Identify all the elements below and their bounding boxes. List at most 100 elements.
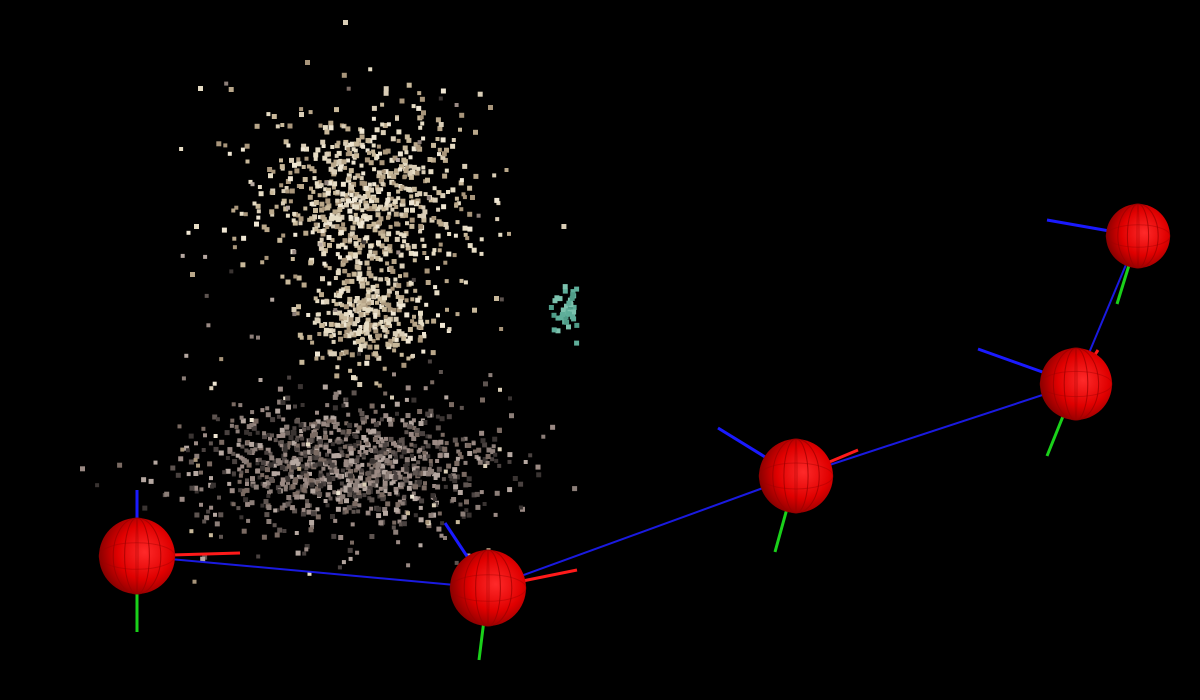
cloud-point (417, 337, 423, 343)
cloud-point (290, 429, 296, 435)
cloud-point (375, 489, 380, 494)
cloud-point (431, 318, 437, 324)
camera-sphere[interactable] (1040, 348, 1112, 420)
cloud-point (177, 424, 182, 429)
camera-sphere[interactable] (1106, 204, 1170, 268)
cloud-point (354, 478, 360, 484)
cloud-point (405, 385, 411, 391)
cloud-point (376, 431, 381, 436)
camera-sphere[interactable] (759, 439, 833, 513)
cloud-point (560, 312, 566, 317)
camera-pose-marker[interactable] (443, 522, 578, 661)
cloud-point (413, 251, 419, 257)
camera-pose-marker[interactable] (977, 347, 1113, 457)
cloud-point (360, 337, 365, 343)
cloud-point (364, 216, 370, 222)
cloud-point (403, 464, 408, 470)
cloud-point (385, 261, 390, 266)
cloud-point (142, 505, 148, 511)
cloud-point (337, 202, 343, 208)
camera-sphere[interactable] (99, 518, 175, 594)
cloud-point (366, 194, 371, 199)
cloud-point (498, 387, 502, 392)
cloud-point (408, 420, 414, 426)
cloud-point (323, 430, 328, 435)
cloud-point (325, 190, 331, 196)
cloud-point (370, 480, 376, 486)
cloud-point (386, 122, 391, 127)
cloud-point (352, 175, 357, 180)
cloud-point (334, 373, 340, 379)
cloud-point (322, 192, 328, 198)
cloud-point (332, 181, 338, 187)
cloud-point (303, 470, 308, 475)
cloud-point (477, 459, 483, 465)
camera-pose-marker[interactable] (1046, 203, 1171, 305)
cloud-point (301, 165, 306, 169)
cloud-point (213, 512, 217, 517)
cloud-point (216, 141, 222, 147)
cloud-point (404, 289, 409, 294)
cloud-point (404, 397, 409, 402)
cloud-point (264, 227, 270, 233)
cloud-point (392, 199, 398, 205)
cloud-point (572, 486, 578, 492)
cloud-point (343, 459, 348, 464)
cloud-point (414, 192, 419, 197)
cloud-point (279, 505, 285, 511)
cloud-point (395, 502, 401, 508)
cloud-point (245, 159, 250, 164)
cloud-point (473, 173, 479, 179)
cloud-point (507, 231, 511, 236)
cloud-point (342, 444, 347, 449)
cloud-point (364, 360, 370, 366)
cloud-point (279, 427, 285, 433)
camera-sphere[interactable] (450, 550, 526, 626)
cloud-point (388, 203, 392, 208)
cloud-point (417, 91, 422, 96)
cloud-point (435, 472, 440, 478)
cloud-point (328, 216, 334, 222)
cloud-point (310, 455, 316, 461)
cloud-point (292, 220, 298, 226)
cloud-point (461, 192, 466, 197)
cloud-point (231, 208, 236, 213)
cloud-point (331, 328, 336, 333)
cloud-point (375, 256, 381, 261)
cloud-point (374, 476, 379, 481)
cloud-point (360, 220, 365, 225)
cloud-point (313, 208, 318, 213)
cloud-point (231, 451, 236, 456)
cloud-point (316, 312, 321, 317)
cloud-point (431, 512, 437, 518)
cloud-point (459, 112, 465, 118)
cloud-point (438, 221, 444, 227)
cloud-point (277, 527, 283, 533)
cloud-point (265, 406, 270, 411)
cloud-point (330, 476, 336, 481)
cloud-point (374, 434, 379, 438)
cloud-point (365, 330, 370, 335)
cloud-point (435, 233, 441, 239)
cloud-point (260, 260, 265, 265)
camera-pose-marker[interactable] (717, 426, 859, 553)
cloud-point (315, 419, 321, 425)
cloud-point (300, 511, 306, 517)
cloud-point (365, 311, 370, 316)
cloud-point (295, 443, 300, 448)
cloud-point (193, 485, 199, 491)
camera-pose-marker[interactable] (98, 490, 241, 632)
cloud-point (474, 491, 480, 497)
cloud-point (466, 476, 472, 482)
cloud-point (574, 322, 580, 328)
cloud-point (340, 468, 345, 473)
cloud-point (382, 149, 388, 155)
cloud-point (403, 333, 408, 338)
cloud-point (355, 339, 361, 344)
cloud-point (304, 481, 309, 485)
cloud-point (188, 459, 194, 465)
cloud-point (296, 161, 302, 167)
cloud-point (320, 299, 326, 305)
